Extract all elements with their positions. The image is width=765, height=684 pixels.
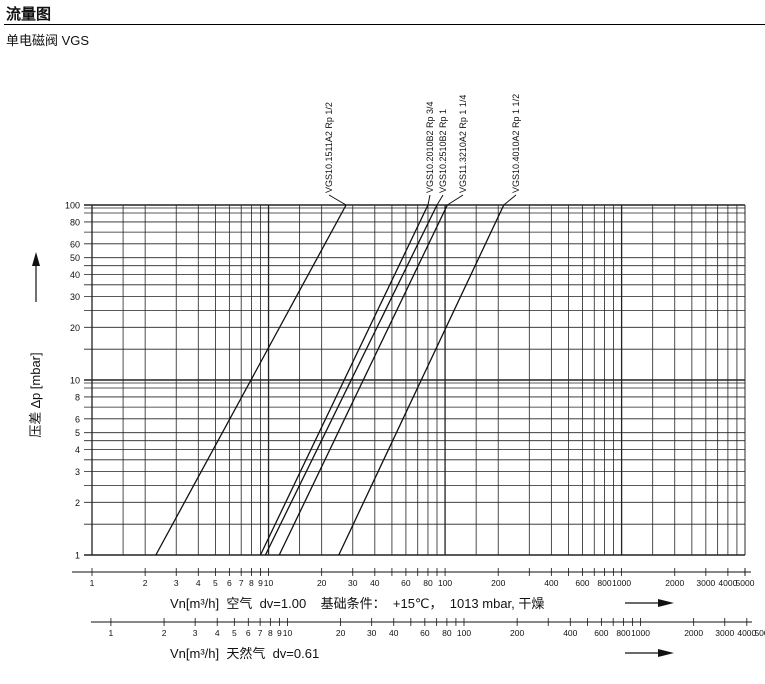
- x-axis-label: Vn[m³/h] 天然气 dv=0.61: [170, 646, 319, 661]
- x-axis-label: Vn[m³/h] 空气 dv=1.00 基础条件： +15℃， 1013 mba…: [170, 596, 544, 611]
- x-tick-label: 8: [268, 628, 273, 638]
- x-tick-label: 80: [442, 628, 452, 638]
- x-tick-label: 10: [283, 628, 293, 638]
- series-label: VGS10.4010A2 Rp 1 1/2: [511, 94, 521, 193]
- y-axis-label: 压差 ∆p [mbar]: [28, 352, 43, 437]
- page-subtitle: 单电磁阀 VGS: [6, 33, 90, 48]
- x-axes: 1 2 3 4 5 6 7 8 9 10 20 30 40 60 80 100 200 400 600 800 1000…: [72, 568, 765, 661]
- x-tick-label: 8: [249, 578, 254, 588]
- y-tick-label: 60: [70, 239, 80, 249]
- x-tick-label: 30: [367, 628, 377, 638]
- x-tick-label: 6: [246, 628, 251, 638]
- title-divider: [4, 24, 765, 25]
- y-axis-arrow: [32, 252, 40, 302]
- y-tick-label: 30: [70, 292, 80, 302]
- x-tick-label: 3000: [696, 578, 715, 588]
- x-tick-label: 9: [277, 628, 282, 638]
- series-leader-line: [427, 194, 431, 206]
- x-tick-label: 3000: [715, 628, 734, 638]
- series-line: [259, 204, 429, 556]
- y-tick-label: 8: [75, 392, 80, 402]
- x-tick-label: 7: [258, 628, 263, 638]
- y-tick-label: 100: [65, 201, 80, 211]
- x-tick-label: 7: [239, 578, 244, 588]
- x-tick-label: 3: [193, 628, 198, 638]
- x-axis-arrow: [658, 599, 674, 607]
- y-tick-label: 5: [75, 428, 80, 438]
- x-tick-label: 400: [563, 628, 577, 638]
- series-line: [155, 204, 347, 556]
- x-tick-label: 80: [423, 578, 433, 588]
- x-tick-label: 20: [336, 628, 346, 638]
- x-tick-label: 4: [215, 628, 220, 638]
- x-tick-label: 5000: [736, 578, 755, 588]
- x-tick-label: 1000: [631, 628, 650, 638]
- x-tick-label: 3: [174, 578, 179, 588]
- x-tick-label: 40: [389, 628, 399, 638]
- x-tick-label: 2: [143, 578, 148, 588]
- x-tick-label: 60: [420, 628, 430, 638]
- x-tick-label: 2000: [684, 628, 703, 638]
- x-tick-label: 5: [232, 628, 237, 638]
- x-tick-label: 5000: [754, 628, 765, 638]
- x-tick-label: 6: [227, 578, 232, 588]
- x-tick-label: 200: [510, 628, 524, 638]
- x-tick-label: 4000: [718, 578, 737, 588]
- y-axis-ticks: 1 2 3 4 5 6 8 10 20 30 40 50 60 80 100: [65, 201, 80, 561]
- chart-series: VGS10.1511A2 Rp 1/2 VGS10.2010B2 Rp 3/4 VG…: [155, 94, 521, 556]
- series-line: [264, 204, 438, 556]
- x-tick-label: 2000: [665, 578, 684, 588]
- x-tick-label: 100: [457, 628, 471, 638]
- x-tick-label: 5: [213, 578, 218, 588]
- x-tick-label: 4000: [737, 628, 756, 638]
- series-leader-line: [436, 194, 444, 206]
- series-label: VGS11.3210A2 Rp 1 1/4: [458, 95, 468, 193]
- x-tick-label: 9: [258, 578, 263, 588]
- y-tick-label: 40: [70, 270, 80, 280]
- x-tick-label: 1: [109, 628, 114, 638]
- y-tick-label: 80: [70, 217, 80, 227]
- series-leader-line: [503, 194, 517, 206]
- x-tick-label: 800: [597, 578, 611, 588]
- series-line: [278, 204, 448, 556]
- y-tick-label: 10: [70, 376, 80, 386]
- y-tick-label: 6: [75, 414, 80, 424]
- series-label: VGS10.1511A2 Rp 1/2: [324, 102, 334, 193]
- x-tick-label: 2: [162, 628, 167, 638]
- x-tick-label: 1: [90, 578, 95, 588]
- x-tick-label: 800: [616, 628, 630, 638]
- x-tick-label: 200: [491, 578, 505, 588]
- y-tick-label: 20: [70, 323, 80, 333]
- x-tick-label: 100: [438, 578, 452, 588]
- series-line: [338, 204, 505, 556]
- y-tick-label: 3: [75, 467, 80, 477]
- y-tick-label: 50: [70, 253, 80, 263]
- series-leader-line: [447, 194, 464, 206]
- x-axis-arrow: [658, 649, 674, 657]
- chart-grid: [84, 204, 746, 556]
- x-tick-label: 4: [196, 578, 201, 588]
- x-tick-label: 30: [348, 578, 358, 588]
- y-tick-label: 4: [75, 445, 80, 455]
- x-tick-label: 600: [575, 578, 589, 588]
- page-title: 流量图: [6, 6, 52, 23]
- x-tick-label: 40: [370, 578, 380, 588]
- series-label: VGS10.2510B2 Rp 1: [438, 109, 448, 193]
- series-leader-line: [328, 194, 347, 206]
- y-tick-label: 2: [75, 498, 80, 508]
- x-tick-label: 1000: [612, 578, 631, 588]
- x-tick-label: 600: [594, 628, 608, 638]
- series-label: VGS10.2010B2 Rp 3/4: [425, 101, 435, 193]
- x-tick-label: 10: [264, 578, 274, 588]
- y-tick-label: 1: [75, 551, 80, 561]
- x-tick-label: 60: [401, 578, 411, 588]
- x-tick-label: 20: [317, 578, 327, 588]
- x-tick-label: 400: [544, 578, 558, 588]
